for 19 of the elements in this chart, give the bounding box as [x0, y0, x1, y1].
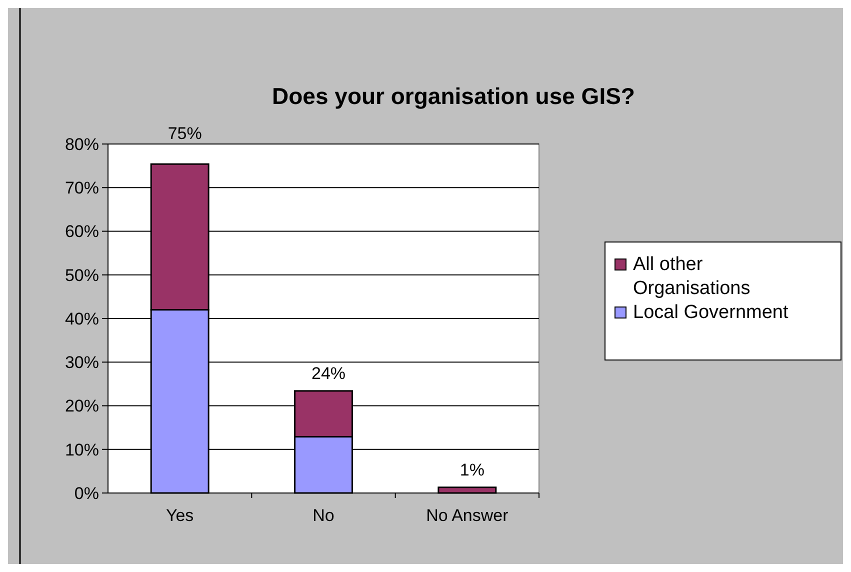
x-tick-label: Yes	[166, 506, 194, 525]
bar	[438, 486, 497, 494]
x-tick-label: No	[312, 506, 334, 525]
y-tick-label: 40%	[64, 309, 99, 328]
legend-label: Local Government	[633, 302, 789, 323]
y-tick-label: 30%	[64, 353, 99, 372]
total-label: 24%	[311, 364, 346, 383]
y-tick-label: 50%	[64, 266, 99, 285]
y-tick-label: 20%	[64, 396, 99, 416]
y-tick-label: 0%	[74, 484, 99, 503]
y-tick-label: 80%	[64, 134, 99, 154]
y-tick-label: 70%	[64, 178, 99, 198]
x-tick-label: No Answer	[426, 506, 509, 525]
y-tick-label: 10%	[64, 440, 99, 460]
total-label: 1%	[460, 460, 484, 480]
chart-title: Does your organisation use GIS?	[272, 83, 635, 109]
legend-label: All other Organisations	[633, 254, 750, 299]
y-tick-label: 60%	[64, 222, 99, 242]
total-label: 75%	[168, 124, 202, 143]
